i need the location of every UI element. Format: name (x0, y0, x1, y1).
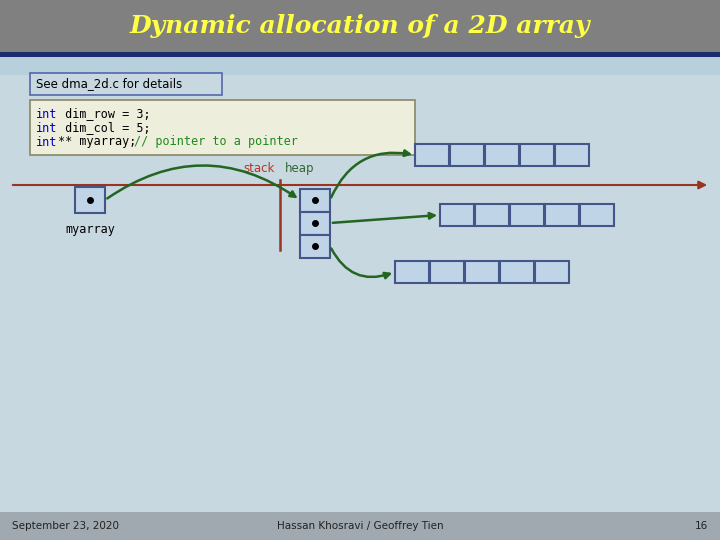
FancyBboxPatch shape (0, 512, 720, 540)
Text: // pointer to a pointer: // pointer to a pointer (134, 136, 298, 148)
FancyBboxPatch shape (485, 144, 519, 166)
FancyBboxPatch shape (0, 0, 720, 52)
Text: heap: heap (285, 162, 315, 175)
Text: Dynamic allocation of a 2D array: Dynamic allocation of a 2D array (130, 14, 590, 38)
FancyBboxPatch shape (440, 204, 474, 226)
FancyBboxPatch shape (300, 188, 330, 212)
FancyBboxPatch shape (30, 100, 415, 155)
FancyBboxPatch shape (545, 204, 579, 226)
FancyBboxPatch shape (300, 234, 330, 258)
FancyBboxPatch shape (0, 52, 720, 57)
Text: int: int (36, 107, 58, 120)
Text: September 23, 2020: September 23, 2020 (12, 521, 119, 531)
FancyBboxPatch shape (520, 144, 554, 166)
FancyBboxPatch shape (555, 144, 589, 166)
FancyBboxPatch shape (450, 144, 484, 166)
FancyBboxPatch shape (30, 73, 222, 95)
FancyBboxPatch shape (415, 144, 449, 166)
FancyBboxPatch shape (510, 204, 544, 226)
FancyBboxPatch shape (395, 261, 429, 283)
Text: int: int (36, 122, 58, 134)
FancyBboxPatch shape (475, 204, 509, 226)
Text: ** myarray;: ** myarray; (58, 136, 143, 148)
Text: int: int (36, 136, 58, 148)
Text: dim_row = 3;: dim_row = 3; (58, 107, 150, 120)
FancyBboxPatch shape (535, 261, 569, 283)
Text: stack: stack (243, 162, 275, 175)
Text: myarray: myarray (65, 223, 115, 236)
Text: 16: 16 (695, 521, 708, 531)
FancyBboxPatch shape (465, 261, 499, 283)
FancyBboxPatch shape (75, 187, 105, 213)
Text: dim_col = 5;: dim_col = 5; (58, 122, 150, 134)
FancyBboxPatch shape (300, 212, 330, 234)
Text: See dma_2d.c for details: See dma_2d.c for details (36, 78, 182, 91)
Text: Hassan Khosravi / Geoffrey Tien: Hassan Khosravi / Geoffrey Tien (276, 521, 444, 531)
FancyBboxPatch shape (580, 204, 614, 226)
FancyBboxPatch shape (430, 261, 464, 283)
FancyBboxPatch shape (500, 261, 534, 283)
FancyBboxPatch shape (0, 57, 720, 75)
